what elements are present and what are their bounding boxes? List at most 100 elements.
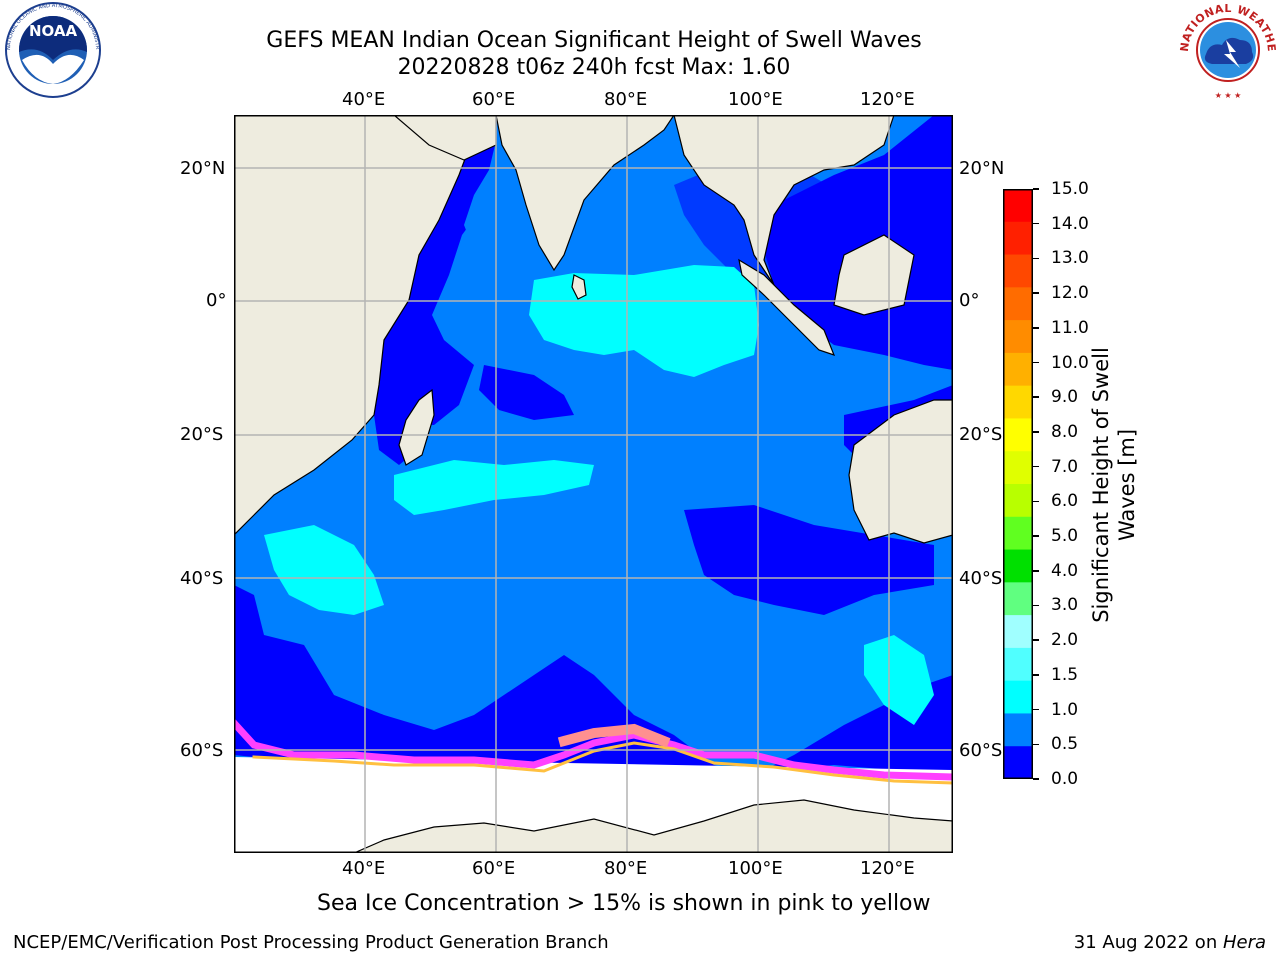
colorbar-bin — [1003, 746, 1033, 780]
footer-date-text: 31 Aug 2022 on — [1073, 932, 1223, 953]
colorbar-tick-labels: 15.0 14.0 13.0 12.0 11.0 10.0 9.0 8.0 7.0 6.0 5.0 4… — [1033, 179, 1103, 791]
colorbar-tick-label: 10.0 — [1033, 353, 1089, 373]
lat-label-left-20n: 20°N — [180, 158, 226, 179]
colorbar-bin — [1003, 713, 1033, 747]
colorbar-bin — [1003, 418, 1033, 452]
colorbar-tick-mark — [1033, 570, 1039, 572]
lon-label-bottom-120e: 120°E — [860, 858, 915, 879]
colorbar-tick-text: 13.0 — [1051, 248, 1089, 269]
colorbar-tick-label: 7.0 — [1033, 457, 1078, 477]
lat-label-left-0: 0° — [206, 290, 227, 311]
footer-host: Hera — [1222, 932, 1266, 953]
nws-logo: NATIONAL WEATHER SERVICE ★ ★ ★ — [1171, 0, 1280, 104]
svg-text:NOAA: NOAA — [29, 22, 78, 40]
colorbar-tick-label: 8.0 — [1033, 422, 1078, 442]
colorbar-tick-text: 9.0 — [1051, 387, 1079, 408]
colorbar-tick-mark — [1033, 292, 1039, 294]
colorbar-tick-text: 3.0 — [1051, 595, 1079, 616]
land-madagascar — [398, 388, 435, 466]
colorbar-title-line1: Significant Height of Swell — [1089, 347, 1113, 623]
colorbar-tick-text: 12.0 — [1051, 283, 1089, 304]
colorbar-tick-label: 3.0 — [1033, 595, 1078, 615]
colorbar-tick-text: 10.0 — [1051, 352, 1089, 373]
footer-date: 31 Aug 2022 on Hera — [1074, 932, 1266, 954]
colorbar-tick-mark — [1033, 361, 1039, 364]
colorbar-tick-label: 6.0 — [1033, 491, 1078, 511]
colorbar-title-line2: Waves [m] — [1115, 428, 1139, 542]
colorbar-tick-mark — [1033, 222, 1039, 225]
colorbar-tick-mark — [1033, 257, 1039, 260]
colorbar-tick-text: 2.0 — [1051, 630, 1079, 651]
colorbar-tick-label: 9.0 — [1033, 387, 1078, 407]
footer-credit: NCEP/EMC/Verification Post Processing Pr… — [13, 932, 609, 953]
lon-label-bottom-80e: 80°E — [604, 858, 648, 879]
lon-label-top-120e: 120°E — [860, 89, 915, 110]
colorbar — [1003, 189, 1033, 780]
colorbar-tick-label: 14.0 — [1033, 214, 1089, 234]
colorbar-tick-mark — [1033, 465, 1039, 468]
lat-label-right-40s: 40°S — [959, 568, 1003, 589]
colorbar-tick-text: 6.0 — [1051, 491, 1079, 512]
colorbar-tick-mark — [1033, 396, 1039, 398]
lat-label-right-20n: 20°N — [959, 158, 1005, 179]
sea-ice-edge — [229, 718, 957, 785]
lon-label-top-40e: 40°E — [342, 89, 386, 110]
swell-high-regions — [264, 265, 934, 725]
colorbar-bin — [1003, 582, 1033, 616]
colorbar-tick-mark — [1033, 778, 1039, 780]
colorbar-bin — [1003, 254, 1033, 288]
colorbar-bin — [1003, 615, 1033, 649]
colorbar-bin — [1003, 352, 1033, 387]
colorbar-tick-text: 14.0 — [1051, 213, 1089, 234]
colorbar-tick-text: 0.0 — [1051, 769, 1079, 789]
colorbar-tick-mark — [1033, 639, 1039, 641]
colorbar-tick-text: 7.0 — [1051, 456, 1079, 477]
svg-text:★ ★ ★: ★ ★ ★ — [1215, 91, 1242, 100]
colorbar-tick-mark — [1033, 708, 1039, 711]
land-se-asia — [673, 114, 895, 286]
colorbar-tick-mark — [1033, 535, 1039, 537]
colorbar-bin — [1003, 647, 1033, 682]
colorbar-tick-text: 0.5 — [1051, 734, 1079, 755]
colorbar-tick-label: 13.0 — [1033, 248, 1089, 268]
lon-label-top-60e: 60°E — [472, 89, 516, 110]
colorbar-frame — [1003, 189, 1033, 779]
colorbar-tick-mark — [1033, 188, 1039, 190]
lat-label-right-0: 0° — [959, 290, 980, 311]
lat-label-left-40s: 40°S — [180, 568, 224, 589]
colorbar-tick-text: 15.0 — [1051, 179, 1089, 199]
sea-ice-caption: Sea Ice Concentration > 15% is shown in … — [317, 891, 931, 916]
colorbar-bin — [1003, 385, 1033, 419]
lon-label-top-100e: 100°E — [728, 89, 783, 110]
colorbar-tick-text: 5.0 — [1051, 526, 1079, 547]
land-sri-lanka — [571, 274, 587, 300]
colorbar-bin — [1003, 287, 1033, 321]
colorbar-tick-text: 1.0 — [1051, 699, 1079, 720]
colorbar-tick-text: 11.0 — [1051, 317, 1089, 338]
colorbar-bins — [1003, 189, 1033, 780]
colorbar-tick-text: 1.5 — [1051, 664, 1079, 685]
colorbar-tick-mark — [1033, 604, 1039, 607]
map-panel — [229, 114, 957, 854]
colorbar-tick-label: 11.0 — [1033, 318, 1089, 338]
lon-label-bottom-60e: 60°E — [472, 858, 516, 879]
colorbar-bin — [1003, 451, 1033, 485]
colorbar-tick-label: 2.0 — [1033, 630, 1078, 650]
colorbar-tick-mark — [1033, 431, 1039, 433]
colorbar-bin — [1003, 189, 1033, 223]
lat-label-left-20s: 20°S — [180, 424, 224, 445]
colorbar-bin — [1003, 516, 1033, 551]
chart-subtitle: 20220828 t06z 240h fcst Max: 1.60 — [397, 55, 791, 80]
colorbar-tick-label: 4.0 — [1033, 561, 1078, 581]
colorbar-bin — [1003, 484, 1033, 518]
colorbar-bin — [1003, 320, 1033, 354]
colorbar-bin — [1003, 221, 1033, 256]
lat-label-right-60s: 60°S — [959, 740, 1003, 761]
graticule — [234, 115, 953, 853]
colorbar-tick-mark — [1033, 500, 1039, 503]
colorbar-tick-label: 5.0 — [1033, 526, 1078, 546]
lat-label-right-20s: 20°S — [959, 424, 1003, 445]
lat-label-left-60s: 60°S — [180, 740, 224, 761]
colorbar-tick-label: 12.0 — [1033, 283, 1089, 303]
lon-label-top-80e: 80°E — [604, 89, 648, 110]
